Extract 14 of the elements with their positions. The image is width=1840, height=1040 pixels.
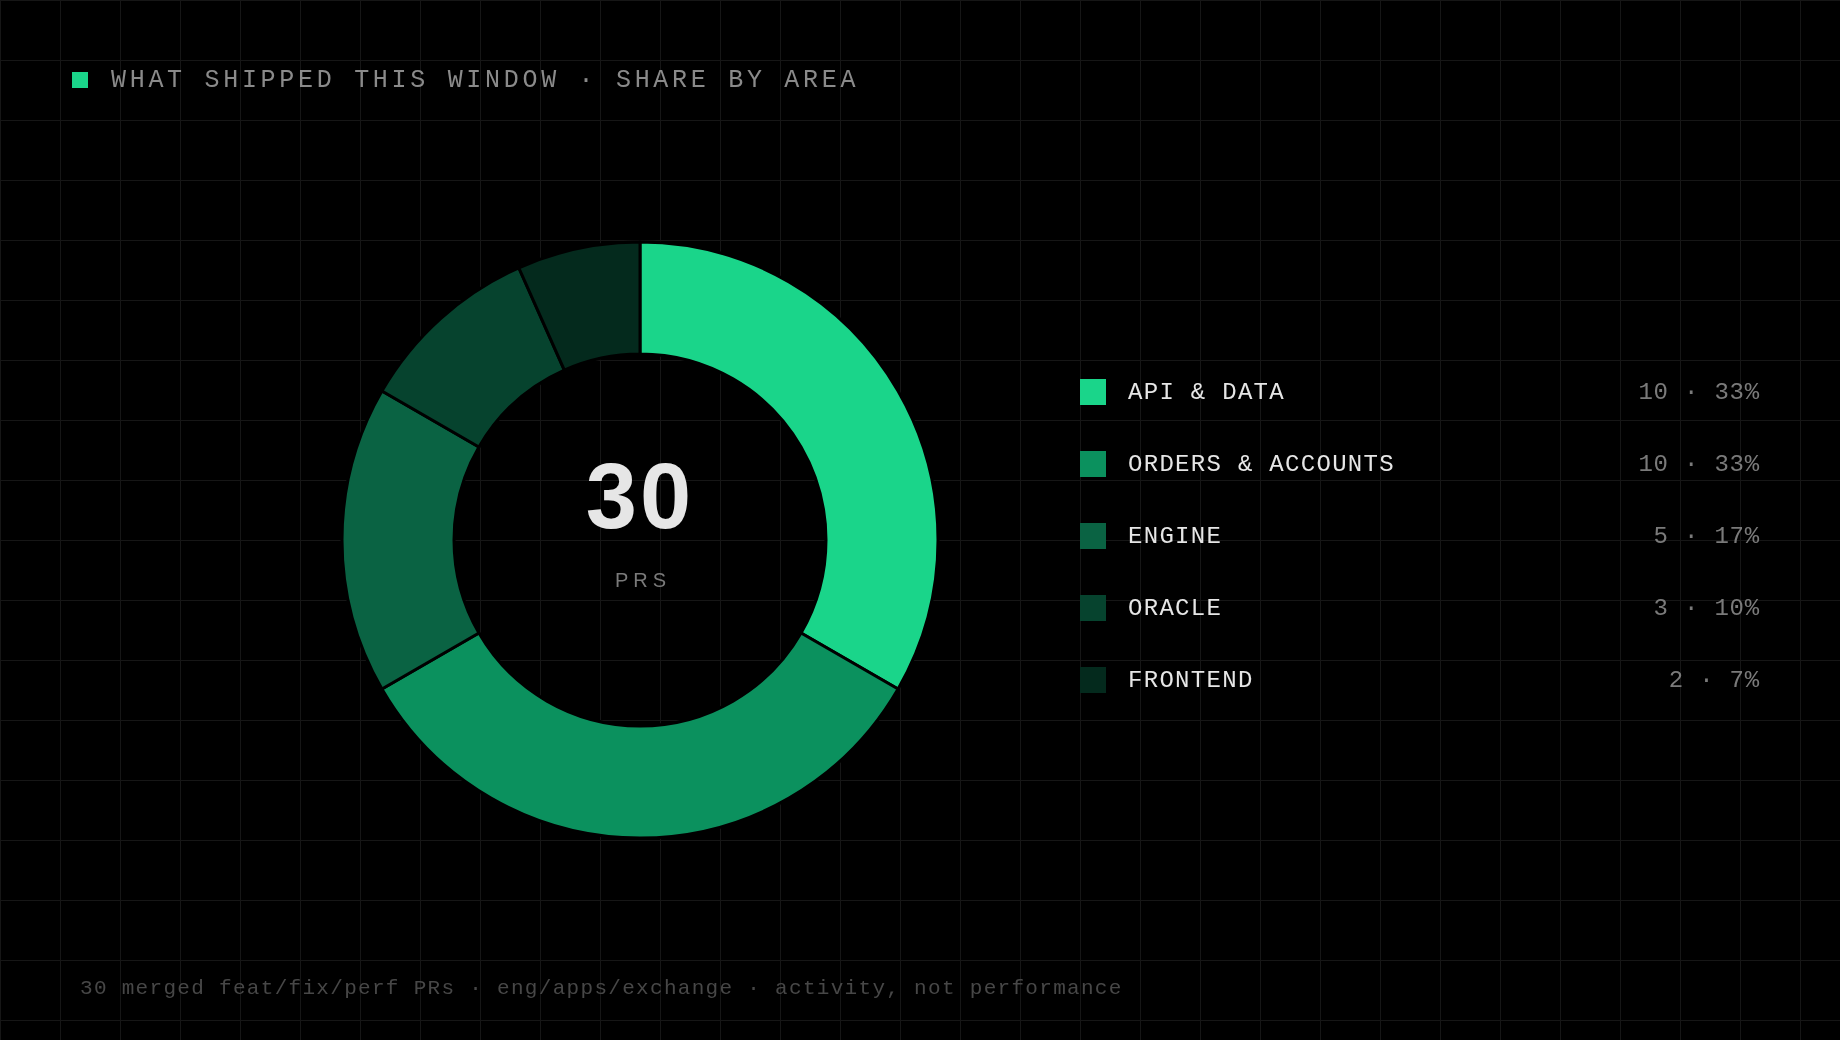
legend-label: ENGINE (1128, 522, 1223, 550)
data-label: 2 · 7% (1668, 666, 1760, 694)
chart-title: WHAT SHIPPED THIS WINDOW · SHARE BY AREA (111, 65, 860, 95)
text: 30 (585, 445, 695, 547)
legend-label: ORDERS & ACCOUNTS (1128, 450, 1395, 478)
legend-label: FRONTEND (1128, 666, 1254, 694)
legend-label: API & DATA (1128, 378, 1286, 406)
text: PRS (614, 569, 672, 591)
data-label: 5 · 17% (1653, 522, 1760, 550)
text: 30 merged feat/fix/perf PRs · eng/apps/exchange · activity, not performance (80, 976, 1123, 1000)
data-label: 10 · 33% (1638, 378, 1760, 406)
legend-label: ORACLE (1128, 594, 1223, 622)
data-label: 10 · 33% (1638, 450, 1760, 478)
data-label: 3 · 10% (1653, 594, 1760, 622)
